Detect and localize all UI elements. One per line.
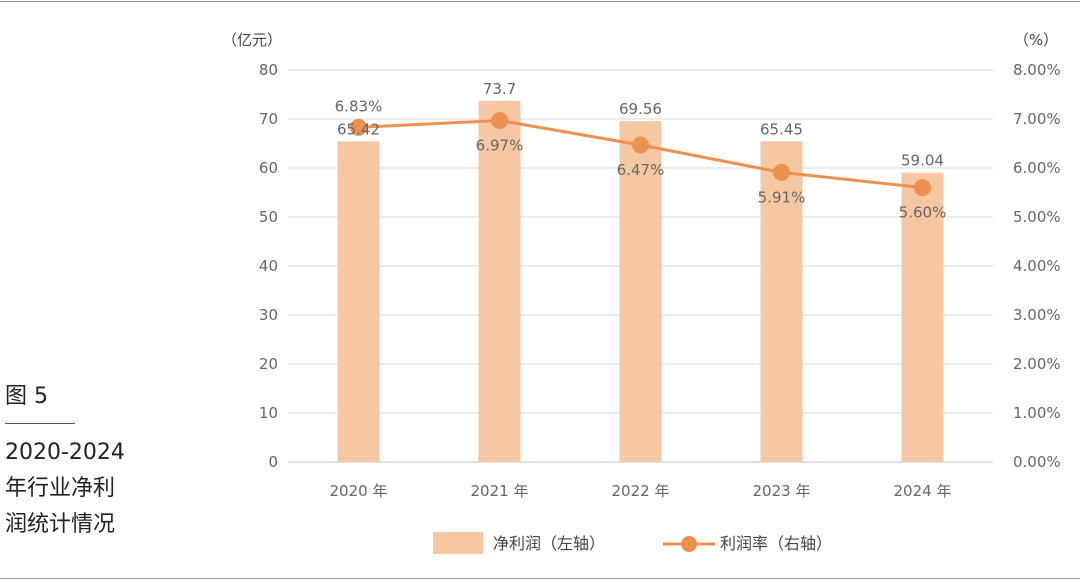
left-axis-unit: （亿元） — [222, 31, 282, 49]
line-value-label: 6.47% — [617, 161, 665, 179]
legend-line-label: 利润率（右轴） — [720, 534, 832, 553]
data-labels: 65.42 73.7 69.56 65.45 59.04 6.83% 6.97% 6.47% 5… — [335, 80, 947, 222]
figure-caption-line: 年行业净利 — [5, 476, 116, 501]
left-axis-tick: 0 — [268, 453, 278, 471]
figure-label-underline — [5, 423, 75, 424]
bar — [901, 172, 944, 463]
left-axis-tick: 20 — [259, 355, 278, 373]
right-axis-tick: 8.00% — [1013, 61, 1061, 79]
left-axis-tick: 50 — [259, 208, 278, 226]
line-point — [773, 163, 790, 181]
left-axis-tick: 70 — [259, 110, 278, 128]
bar — [619, 121, 662, 462]
axes: 0 10 20 30 40 50 60 70 80 0.00% 1.00% 2.00% 3.00% 4.0… — [259, 61, 1061, 500]
right-axis-tick: 7.00% — [1013, 110, 1061, 128]
bar-value-label: 59.04 — [901, 152, 944, 170]
figure-label: 图 5 — [5, 384, 48, 409]
x-axis-tick: 2022 年 — [612, 482, 670, 500]
left-axis-tick: 80 — [259, 61, 278, 79]
x-axis-tick: 2021 年 — [471, 482, 529, 500]
bottom-rule — [0, 578, 1080, 579]
figure-caption-line: 润统计情况 — [5, 512, 116, 537]
line-value-label: 6.97% — [476, 136, 524, 154]
right-axis-tick: 1.00% — [1013, 404, 1061, 422]
bar — [337, 141, 380, 462]
line-point — [350, 118, 367, 136]
left-axis-tick: 60 — [259, 159, 278, 177]
figure-caption: 2020-2024 年行业净利 润统计情况 — [5, 435, 145, 543]
legend-bar-swatch — [433, 532, 483, 554]
right-axis-tick: 0.00% — [1013, 453, 1061, 471]
bar-value-label: 69.56 — [619, 100, 662, 118]
right-axis-tick: 5.00% — [1013, 208, 1061, 226]
line-value-label: 6.83% — [335, 97, 383, 115]
x-axis-tick: 2020 年 — [330, 482, 388, 500]
left-axis-tick: 40 — [259, 257, 278, 275]
left-axis-tick: 10 — [259, 404, 278, 422]
right-axis-unit: （%） — [1014, 31, 1058, 49]
legend: 净利润（左轴） 利润率（右轴） — [433, 532, 832, 554]
line-series — [350, 111, 931, 197]
line-point — [632, 136, 649, 154]
right-axis-tick: 6.00% — [1013, 159, 1061, 177]
bar-value-label: 65.45 — [760, 120, 803, 138]
right-axis-tick: 3.00% — [1013, 306, 1061, 324]
x-axis-tick: 2024 年 — [894, 482, 952, 500]
bar — [478, 100, 521, 463]
line-value-label: 5.60% — [899, 204, 947, 222]
bar-value-label: 73.7 — [483, 80, 516, 98]
figure-caption-line: 2020-2024 — [5, 440, 125, 465]
right-axis-tick: 4.00% — [1013, 257, 1061, 275]
x-axis-tick: 2023 年 — [753, 482, 811, 500]
bar-value-label: 65.42 — [337, 120, 380, 138]
legend-line-marker — [681, 536, 697, 552]
top-rule — [0, 1, 1080, 2]
legend-bar-label: 净利润（左轴） — [493, 534, 605, 553]
line-value-label: 5.91% — [758, 188, 806, 206]
line-point — [914, 179, 931, 197]
line-point — [491, 111, 508, 129]
left-axis-tick: 30 — [259, 306, 278, 324]
bar — [760, 141, 803, 463]
right-axis-tick: 2.00% — [1013, 355, 1061, 373]
bar-series — [337, 100, 944, 463]
